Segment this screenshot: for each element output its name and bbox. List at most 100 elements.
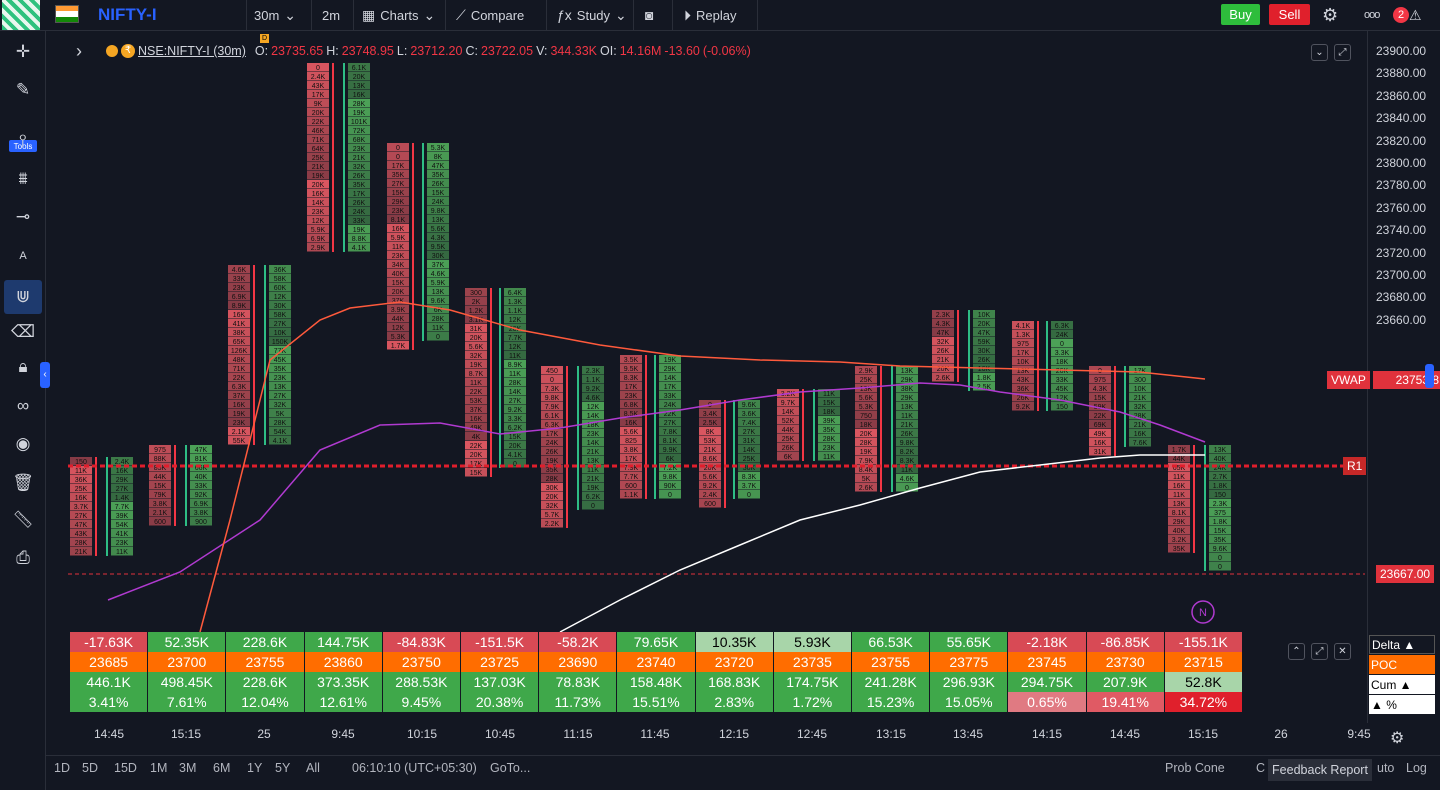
price-tick: 23720.00 — [1376, 245, 1427, 260]
range-button[interactable]: 1D — [54, 761, 70, 775]
footprint-cell — [1129, 438, 1151, 447]
footprint-cell — [228, 265, 250, 274]
footprint-cell — [111, 493, 133, 502]
magnet-tool[interactable]: ⋓ — [4, 280, 42, 314]
row-label-cum[interactable]: Cum ▲ — [1369, 675, 1435, 694]
footprint-cell — [1012, 321, 1034, 330]
range-button[interactable]: 15D — [114, 761, 137, 775]
table-collapse-button[interactable]: ⌃ — [1288, 643, 1305, 660]
table-close-button[interactable]: ✕ — [1334, 643, 1351, 660]
footprint-cell-value: 4.3K — [936, 321, 951, 328]
range-button[interactable]: 1Y — [247, 761, 263, 775]
footprint-cell-value: 28K — [860, 440, 873, 447]
maximize-pane-button[interactable]: ⤢ — [1334, 44, 1351, 61]
event-marker[interactable] — [1191, 600, 1215, 624]
collapse-pane-button[interactable]: ⌄ — [1311, 44, 1328, 61]
app-logo[interactable] — [2, 0, 40, 30]
range-button[interactable]: 5Y — [275, 761, 291, 775]
feedback-report-button[interactable]: Feedback Report — [1268, 759, 1372, 781]
crosshair-tool[interactable]: ✛ — [10, 39, 36, 65]
range-button[interactable]: 3M — [179, 761, 197, 775]
legend-symbol[interactable]: NSE:NIFTY-I (30m) — [138, 44, 246, 58]
footprint-cell-value: 1.3K — [508, 299, 523, 306]
price-axis[interactable]: 23900.00 23880.00 23860.00 23840.00 23820.00… — [1327, 31, 1440, 723]
footprint-cell-value: 3.3K — [508, 416, 523, 423]
footprint-cell — [818, 434, 840, 443]
footprint-cell — [427, 323, 449, 332]
range-button[interactable]: 1M — [150, 761, 168, 775]
footprint-cell — [387, 188, 409, 197]
alert-button[interactable]: ⚠ — [1409, 0, 1422, 30]
footprint-cell — [1051, 393, 1073, 402]
footprint-cell — [818, 452, 840, 461]
row-label-poc[interactable]: POC — [1369, 655, 1435, 674]
footprint-cell-value: 15K — [1094, 395, 1107, 402]
row-label-pct[interactable]: ▲ % — [1369, 695, 1435, 714]
delete-tool[interactable]: 🗑︎ — [10, 470, 36, 496]
footprint-cell-value: 7.9K — [545, 404, 560, 411]
axis-settings-button[interactable]: ⚙ — [1390, 730, 1405, 747]
goto-button[interactable]: GoTo... — [490, 761, 531, 775]
footprint-cell-value: 16K — [625, 420, 638, 427]
range-button[interactable]: 6M — [213, 761, 231, 775]
horizontal-line-tool[interactable]: ⊸ — [10, 204, 36, 230]
symbol-name[interactable]: NIFTY-I — [98, 5, 157, 24]
footprint-cell — [777, 452, 799, 461]
legend-collapse-button[interactable]: › — [76, 41, 82, 61]
footprint-cell-value: 47K — [75, 522, 88, 529]
scroll-handle[interactable] — [1425, 364, 1434, 388]
footprint-cell — [620, 481, 642, 490]
compare-button[interactable]: ⟋ Compare — [456, 0, 524, 30]
trendline-tool[interactable]: ⫯ — [10, 128, 36, 154]
visibility-tool[interactable]: ◉ — [10, 431, 36, 457]
notification-badge[interactable]: 2 — [1393, 7, 1409, 23]
footprint-cell — [387, 224, 409, 233]
eraser-tool[interactable]: ⌫ — [10, 319, 36, 345]
range-button[interactable]: All — [306, 761, 320, 775]
footprint-cell-value: 19K — [546, 458, 559, 465]
range-button[interactable]: 5D — [82, 761, 98, 775]
footprint-cell — [1209, 553, 1231, 562]
link-tool[interactable]: ∞ — [10, 393, 36, 419]
study-button[interactable]: ƒx Study ⌄ — [557, 0, 627, 30]
footprint-cell — [738, 490, 760, 499]
settings-button[interactable]: ⚙ — [1322, 0, 1338, 30]
footprint-cell — [111, 502, 133, 511]
top-toolbar: NIFTY-I 30m ⌄ 2m ▦ Charts ⌄ ⟋ Compare ƒx Stud… — [0, 0, 1440, 31]
auto-button[interactable]: uto — [1377, 761, 1395, 775]
footprint-cell-value: 81K — [195, 456, 208, 463]
left-scroll-handle[interactable]: ‹ — [40, 362, 50, 388]
row-label-delta[interactable]: Delta ▲ — [1369, 635, 1435, 654]
summary-cell-poc: 23685 — [70, 652, 148, 672]
footprint-cell — [541, 420, 563, 429]
pattern-tool[interactable]: ⩩ — [10, 166, 36, 192]
pencil-tool[interactable]: ✎ — [10, 77, 36, 103]
replay-label: Replay — [696, 7, 737, 23]
table-expand-button[interactable]: ⤢ — [1311, 643, 1328, 660]
replay-button[interactable]: ⏵ Replay — [684, 0, 736, 30]
buy-button[interactable]: Buy — [1221, 4, 1260, 25]
interval2-button[interactable]: 2m — [322, 0, 340, 30]
charts-button[interactable]: ▦ Charts ⌄ — [362, 0, 435, 30]
footprint-cell-value: 21K — [937, 357, 950, 364]
interval-dropdown[interactable]: 30m ⌄ — [254, 0, 296, 30]
footprint-cell — [111, 466, 133, 475]
footprint-cell-value: 21K — [75, 549, 88, 556]
time-axis[interactable]: 14:45 15:15 25 9:45 10:15 10:45 11:15 11:45 12:1… — [46, 723, 1371, 745]
footprint-chart[interactable]: 150 11K 36K 25K 16K 3.7K 27K 47K 43K 28K 21K 2.4K 16… — [46, 31, 1366, 721]
footprint-cell-value: 600 — [704, 501, 716, 508]
footprint-cell — [307, 63, 329, 72]
footprint-cell — [1209, 472, 1231, 481]
sell-button[interactable]: Sell — [1269, 4, 1310, 25]
footprint-cell — [348, 99, 370, 108]
lock-tool[interactable]: 🔒︎ — [10, 354, 36, 380]
prob-cone-button[interactable]: Prob Cone — [1165, 761, 1225, 775]
more-button[interactable]: ooo — [1364, 0, 1380, 30]
ruler-tool[interactable]: 📏︎ — [10, 507, 36, 533]
c-button[interactable]: C — [1256, 761, 1266, 775]
footprint-cell-value: 4.6K — [900, 476, 915, 483]
text-tool[interactable]: A — [10, 243, 36, 269]
log-button[interactable]: Log — [1406, 761, 1427, 775]
instagram-button[interactable]: ◙ — [645, 0, 653, 30]
screenshot-tool[interactable]: ⎙ — [10, 545, 36, 571]
